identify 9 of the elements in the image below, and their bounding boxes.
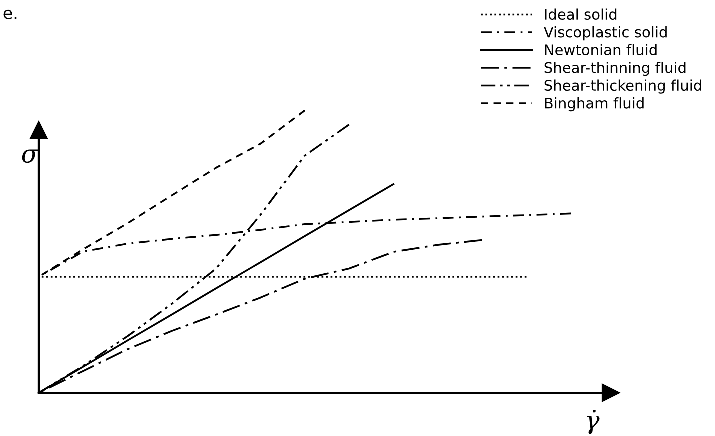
text: e. — [4, 10, 17, 20]
y-axis-title: σ — [22, 150, 39, 164]
legend-label: Viscoplastic solid — [544, 26, 667, 41]
legend-label: Shear-thickening fluid — [544, 80, 702, 94]
legend-label: Shear-thinning fluid — [544, 62, 686, 76]
legend-label: Ideal solid — [545, 8, 617, 20]
x-axis-title: γ̇ — [587, 410, 600, 434]
legend-label: Bingham fluid — [545, 98, 644, 112]
legend-label: Newtonian fluid — [545, 44, 657, 56]
